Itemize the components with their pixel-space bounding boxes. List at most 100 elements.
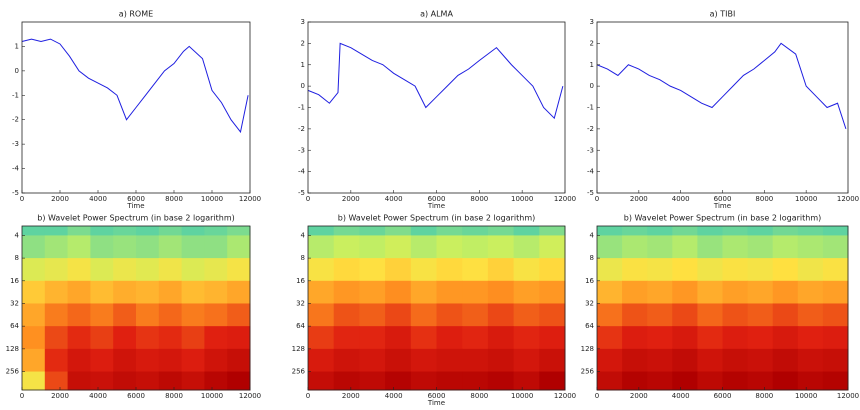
x-tick-label: 10000 (201, 195, 223, 203)
y-tick-label: 16 (585, 277, 594, 285)
heat-cell (622, 348, 648, 373)
heat-cell (797, 226, 824, 236)
heat-cell (44, 348, 69, 373)
heat-cell (597, 326, 623, 350)
heat-cell (697, 235, 723, 259)
heat-cell (227, 235, 251, 259)
heat-cell (436, 280, 463, 304)
x-tick-label: 6000 (428, 392, 446, 400)
heat-cell (67, 303, 91, 327)
x-tick-label: 8000 (165, 195, 183, 203)
heat-cell (822, 348, 849, 373)
heat-cell (410, 280, 437, 304)
heat-cell (308, 235, 335, 259)
heat-cell (181, 371, 205, 391)
y-tick-label: 3 (590, 18, 594, 26)
x-tick-label: 0 (595, 195, 599, 203)
y-tick-label: 0 (590, 82, 594, 90)
heat-cell (822, 326, 849, 350)
heat-cell (136, 235, 160, 259)
data-line (596, 42, 847, 130)
heat-cell (772, 280, 799, 304)
heat-cell (204, 280, 228, 304)
heat-cell (181, 303, 205, 327)
heat-cell (797, 235, 824, 259)
heat-cell (44, 371, 69, 391)
heat-cell (697, 371, 723, 391)
y-tick-label: 4 (590, 231, 595, 239)
heat-cell (410, 303, 437, 327)
heat-cell (772, 326, 799, 350)
x-tick-label: 6000 (127, 195, 145, 203)
heat-cell (797, 280, 824, 304)
heat-cell (90, 226, 114, 236)
heat-cell (487, 280, 515, 304)
heat-cell (204, 348, 228, 373)
heat-cell (90, 371, 114, 391)
heat-cell (113, 326, 137, 350)
heat-cell (697, 280, 723, 304)
heat-cell (722, 226, 749, 236)
heat-cell (622, 303, 648, 327)
heat-cell (822, 235, 849, 259)
heat-cell (410, 326, 437, 350)
x-axis-label: Time (427, 202, 445, 210)
x-tick-label: 2000 (342, 195, 360, 203)
y-tick-label: -1 (12, 91, 19, 99)
heat-cell (410, 371, 437, 391)
heat-cell (67, 280, 91, 304)
heat-cell (308, 303, 335, 327)
chart-title: b) Wavelet Power Spectrum (in base 2 log… (37, 214, 235, 223)
heat-cell (697, 303, 723, 327)
heat-cell (672, 348, 698, 373)
x-axis-label: Time (713, 202, 731, 210)
heat-cell (385, 326, 412, 350)
heat-cell (697, 258, 723, 282)
heat-cell (697, 226, 723, 236)
heat-cell (333, 371, 360, 391)
y-tick-label: 256 (581, 368, 595, 376)
heat-cell (722, 258, 749, 282)
heat-cell (539, 235, 566, 259)
heat-cell (647, 235, 673, 259)
heat-cell (722, 280, 749, 304)
heat-cell (436, 235, 463, 259)
chart-title: b) Wavelet Power Spectrum (in base 2 log… (338, 214, 536, 223)
y-tick-label: -4 (298, 168, 306, 176)
heat-cell (136, 280, 160, 304)
heat-cell (44, 280, 69, 304)
y-tick-label: 8 (301, 254, 305, 262)
heat-cell (308, 371, 335, 391)
heat-cell (597, 303, 623, 327)
heat-cell (227, 348, 251, 373)
x-tick-label: 8000 (470, 195, 488, 203)
heat-cell (181, 326, 205, 350)
y-tick-label: 128 (581, 345, 594, 353)
heat-cell (487, 258, 515, 282)
heat-cell (385, 258, 412, 282)
heat-cell (622, 280, 648, 304)
x-tick-label: 4000 (89, 392, 107, 400)
heat-cell (462, 280, 489, 304)
x-tick-label: 10000 (201, 392, 223, 400)
heat-cell (436, 303, 463, 327)
heat-cell (90, 258, 114, 282)
y-tick-label: 0 (301, 82, 305, 90)
heat-cell (697, 326, 723, 350)
heat-cell (333, 303, 360, 327)
y-tick-label: -4 (587, 168, 595, 176)
x-tick-label: 8000 (165, 392, 183, 400)
heat-cell (113, 371, 137, 391)
heat-cell (136, 348, 160, 373)
heat-cell (181, 258, 205, 282)
heat-cell (672, 235, 698, 259)
heat-cell (722, 326, 749, 350)
heat-cell (158, 303, 183, 327)
heat-cell (227, 303, 251, 327)
heat-cell (385, 348, 412, 373)
y-tick-label: -3 (587, 146, 594, 154)
heat-cell (204, 258, 228, 282)
y-tick-label: 16 (10, 277, 19, 285)
y-tick-label: -2 (12, 116, 19, 124)
